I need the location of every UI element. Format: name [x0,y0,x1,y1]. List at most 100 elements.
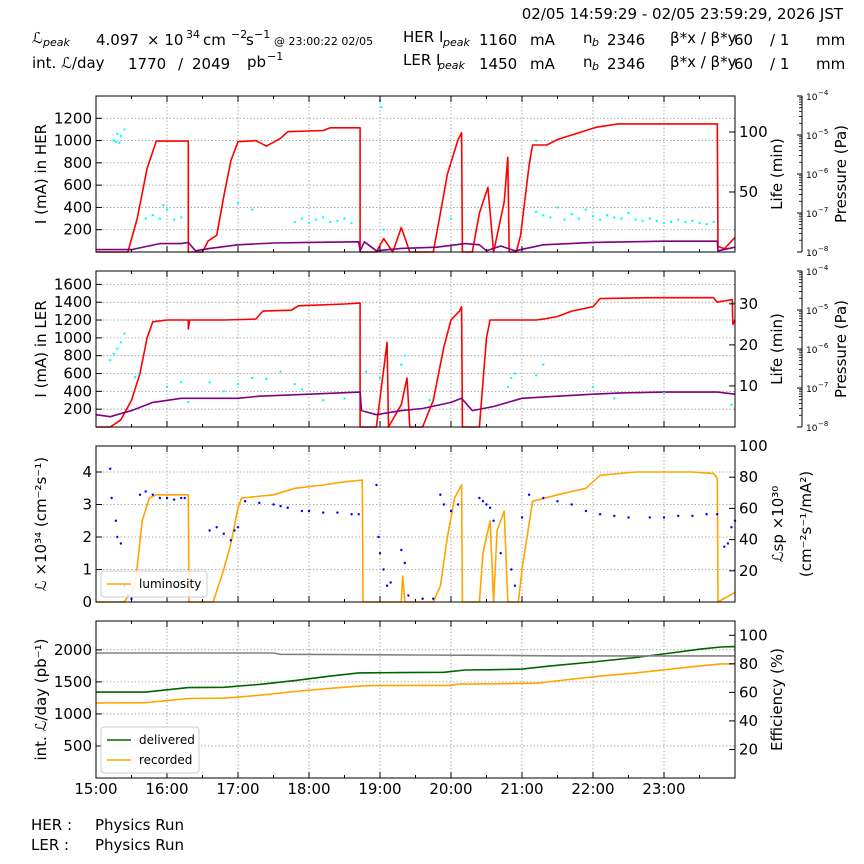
specific-point [542,496,545,500]
y2-tick-label: 60 [739,499,758,517]
y2-tick-label: 30 [739,295,758,313]
legend-label-delivered: delivered [139,733,195,747]
panel-her: 200 400 600 800 1000 1200 50 100 I (mA) in HER Li… [32,89,850,259]
specific-point [662,516,666,519]
her-nb-label: n [583,29,593,47]
pressure-tick-exp: −7 [818,206,828,214]
her-beta-unit: mm [816,31,846,49]
pressure-point [144,217,147,220]
specific-point [375,483,378,487]
pressure-point [251,208,254,211]
lpeak-unit-exp2: −1 [254,28,271,41]
pressure-point [591,385,595,389]
pressure-axis-label: Pressure (Pa) [832,125,850,223]
specific-point [527,493,531,496]
y-tick-label: 1400 [54,293,92,311]
pressure-point [236,383,240,386]
pressure-point [251,376,254,380]
series-efficiency [96,652,735,657]
lpeak-at: @ 23:00:22 02/05 [274,35,374,48]
pressure-point [662,221,666,225]
panel-lumi: 0 1 2 3 4 20 40 60 80 100 ℒ ×10³⁴ (cm⁻²s⁻¹) ℒsp ×10… [32,437,815,611]
lpeak-unit-exp1: −2 [231,28,248,41]
pressure-tick-exp: −7 [818,381,828,389]
pressure-point [648,217,651,220]
x-tick-label: 23:00 [642,780,685,798]
pressure-tick-label: 10 [806,268,818,278]
pressure-tick-exp: −6 [818,342,829,350]
pressure-point [641,219,644,222]
pressure-point [116,347,119,350]
pressure-point [627,211,630,215]
specific-point [513,584,517,587]
her-status: Physics Run [95,816,185,834]
series-specific [109,467,737,600]
lpeak-value: 4.097 [96,31,139,49]
pressure-point [535,210,538,214]
specific-point [432,597,435,600]
legend: delivered recorded [100,726,200,774]
specific-point [598,513,602,516]
pressure-tick-exp: −5 [818,303,828,311]
her-status-label: HER : [31,816,73,834]
pressure-point [300,217,304,220]
pressure-point [684,220,687,224]
pressure-point [662,391,666,395]
intl-slash: / [178,55,184,73]
specific-point [442,503,446,506]
series-current [96,123,736,253]
pressure-point [634,218,637,221]
specific-point [138,493,142,496]
pressure-point [222,390,225,393]
pressure-point [698,221,701,225]
pressure-tick-label: 10 [806,385,818,395]
lpeak-times: × 10 [147,31,184,49]
pressure-point [378,376,382,380]
pressure-point [293,220,296,224]
pressure-point [591,215,595,218]
intl-unit-exp: −1 [267,50,284,63]
intl-recorded: 2049 [192,55,231,73]
pressure-point [606,214,609,217]
y2-axis-label-2: (cm⁻²s⁻¹/mA²) [797,471,815,577]
pressure-point [208,381,211,384]
pressure-point [563,218,566,221]
specific-point [180,496,183,500]
y-tick-label: 500 [63,737,92,755]
pressure-point [613,216,616,219]
y2-tick-label: 40 [739,712,758,730]
pressure-point [314,218,318,221]
her-unit: mA [530,31,555,49]
y2-axis-label: ℒsp ×10³⁰ [769,486,787,563]
y2-axis-label: Life (min) [768,138,786,210]
her-betax: 60 [734,31,754,49]
specific-point [421,597,424,600]
specific-point [144,490,147,493]
pressure-point [677,218,680,221]
pressure-tick-label: 10 [806,346,818,356]
pressure-point [279,370,282,373]
intl-unit: pb [247,53,267,71]
ler-value: 1450 [479,55,518,73]
pressure-point [542,363,545,366]
specific-point [407,594,410,597]
pressure-point [428,399,431,402]
pressure-point [549,216,552,219]
specific-point [403,561,407,565]
y-tick-label: 2000 [54,641,92,659]
pressure-point [712,220,715,224]
y-tick-label: 1200 [54,311,92,329]
pressure-point [655,219,659,222]
pressure-tick-label: 10 [806,132,818,142]
plot-frame [95,95,736,253]
ler-status-label: LER : [31,836,70,854]
lpeak-label: ℒ [32,29,43,47]
specific-point [114,519,118,522]
specific-point [382,568,385,571]
pressure-point [123,128,126,131]
series-pressure [109,332,733,406]
pressure-point [556,206,559,209]
lpeak-unit: cm [203,31,226,49]
y2-axis-label: Efficiency (%) [768,648,786,751]
y-tick-label: 400 [63,198,92,216]
